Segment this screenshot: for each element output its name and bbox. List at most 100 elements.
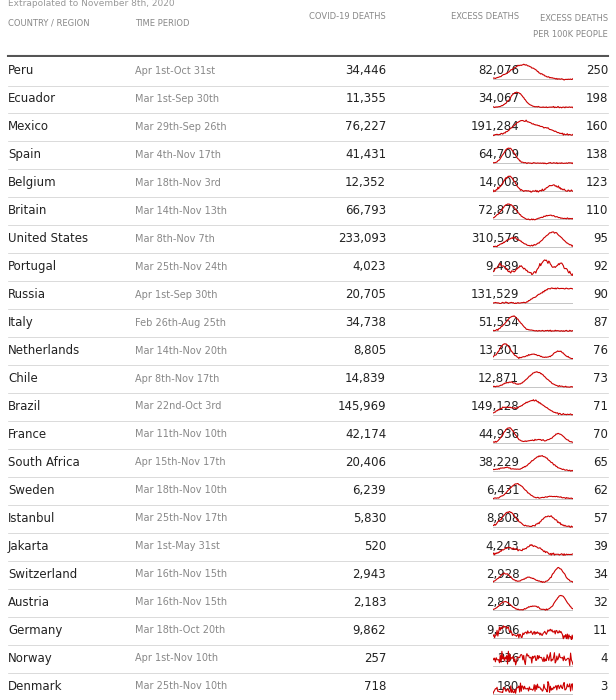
Text: 14,008: 14,008 xyxy=(479,176,519,189)
Text: 73: 73 xyxy=(593,372,608,385)
Text: Netherlands: Netherlands xyxy=(8,344,80,357)
Text: Mar 1st-May 31st: Mar 1st-May 31st xyxy=(135,541,220,551)
Text: 11,355: 11,355 xyxy=(346,92,386,106)
Text: PER 100K PEOPLE: PER 100K PEOPLE xyxy=(533,30,608,39)
Text: Peru: Peru xyxy=(8,64,34,78)
Text: 123: 123 xyxy=(586,176,608,189)
Text: Ecuador: Ecuador xyxy=(8,92,56,106)
Text: Russia: Russia xyxy=(8,288,46,301)
Text: Chile: Chile xyxy=(8,372,38,385)
Text: 90: 90 xyxy=(593,288,608,301)
Text: Belgium: Belgium xyxy=(8,176,57,189)
Text: Istanbul: Istanbul xyxy=(8,512,55,525)
Text: Apr 15th-Nov 17th: Apr 15th-Nov 17th xyxy=(135,457,225,468)
Text: 42,174: 42,174 xyxy=(345,428,386,441)
Text: Mar 4th-Nov 17th: Mar 4th-Nov 17th xyxy=(135,150,221,160)
Text: 44,936: 44,936 xyxy=(478,428,519,441)
Text: Mexico: Mexico xyxy=(8,120,49,134)
Text: Mar 16th-Nov 15th: Mar 16th-Nov 15th xyxy=(135,597,227,607)
Text: Mar 25th-Nov 17th: Mar 25th-Nov 17th xyxy=(135,513,227,524)
Text: 11: 11 xyxy=(593,624,608,636)
Text: United States: United States xyxy=(8,232,88,245)
Text: Mar 18th-Nov 10th: Mar 18th-Nov 10th xyxy=(135,485,227,496)
Text: 66,793: 66,793 xyxy=(345,204,386,217)
Text: 92: 92 xyxy=(593,260,608,273)
Text: 9,862: 9,862 xyxy=(352,624,386,636)
Text: 95: 95 xyxy=(593,232,608,245)
Text: 180: 180 xyxy=(497,680,519,692)
Text: COVID-19 DEATHS: COVID-19 DEATHS xyxy=(309,12,386,21)
Text: 2,928: 2,928 xyxy=(485,568,519,581)
Text: Mar 1st-Sep 30th: Mar 1st-Sep 30th xyxy=(135,94,219,104)
Text: Mar 14th-Nov 13th: Mar 14th-Nov 13th xyxy=(135,206,227,216)
Text: 138: 138 xyxy=(586,148,608,161)
Text: 72,878: 72,878 xyxy=(478,204,519,217)
Text: 38,229: 38,229 xyxy=(478,456,519,469)
Text: Apr 1st-Sep 30th: Apr 1st-Sep 30th xyxy=(135,290,217,300)
Text: Mar 29th-Sep 26th: Mar 29th-Sep 26th xyxy=(135,122,227,132)
Text: Italy: Italy xyxy=(8,316,34,329)
Text: 34,738: 34,738 xyxy=(346,316,386,329)
Text: Mar 11th-Nov 10th: Mar 11th-Nov 10th xyxy=(135,429,227,440)
Text: 2,810: 2,810 xyxy=(486,596,519,609)
Text: COUNTRY / REGION: COUNTRY / REGION xyxy=(8,19,89,28)
Text: Mar 18th-Nov 3rd: Mar 18th-Nov 3rd xyxy=(135,178,221,188)
Text: 198: 198 xyxy=(586,92,608,106)
Text: 34: 34 xyxy=(593,568,608,581)
Text: 39: 39 xyxy=(593,540,608,553)
Text: 20,705: 20,705 xyxy=(346,288,386,301)
Text: South Africa: South Africa xyxy=(8,456,79,469)
Text: 76,227: 76,227 xyxy=(345,120,386,134)
Text: 8,805: 8,805 xyxy=(353,344,386,357)
Text: Austria: Austria xyxy=(8,596,50,609)
Text: Apr 8th-Nov 17th: Apr 8th-Nov 17th xyxy=(135,374,219,384)
Text: 41,431: 41,431 xyxy=(345,148,386,161)
Text: 65: 65 xyxy=(593,456,608,469)
Text: Sweden: Sweden xyxy=(8,484,54,497)
Text: 145,969: 145,969 xyxy=(338,400,386,413)
Text: 257: 257 xyxy=(364,652,386,664)
Text: Norway: Norway xyxy=(8,652,53,664)
Text: 9,489: 9,489 xyxy=(485,260,519,273)
Text: Spain: Spain xyxy=(8,148,41,161)
Text: 718: 718 xyxy=(364,680,386,692)
Text: 87: 87 xyxy=(593,316,608,329)
Text: 5,830: 5,830 xyxy=(353,512,386,525)
Text: 34,067: 34,067 xyxy=(478,92,519,106)
Text: 13,301: 13,301 xyxy=(479,344,519,357)
Text: 131,529: 131,529 xyxy=(471,288,519,301)
Text: 8,808: 8,808 xyxy=(486,512,519,525)
Text: Apr 1st-Oct 31st: Apr 1st-Oct 31st xyxy=(135,66,215,76)
Text: 82,076: 82,076 xyxy=(478,64,519,78)
Text: 9,306: 9,306 xyxy=(486,624,519,636)
Text: 160: 160 xyxy=(586,120,608,134)
Text: 149,128: 149,128 xyxy=(471,400,519,413)
Text: Britain: Britain xyxy=(8,204,47,217)
Text: 20,406: 20,406 xyxy=(345,456,386,469)
Text: 34,446: 34,446 xyxy=(345,64,386,78)
Text: Jakarta: Jakarta xyxy=(8,540,49,553)
Text: 310,576: 310,576 xyxy=(471,232,519,245)
Text: 71: 71 xyxy=(593,400,608,413)
Text: 64,709: 64,709 xyxy=(478,148,519,161)
Text: 12,352: 12,352 xyxy=(345,176,386,189)
Text: 70: 70 xyxy=(593,428,608,441)
Text: France: France xyxy=(8,428,47,441)
Text: Extrapolated to November 8th, 2020: Extrapolated to November 8th, 2020 xyxy=(8,0,174,8)
Text: TIME PERIOD: TIME PERIOD xyxy=(135,19,190,28)
Text: EXCESS DEATHS: EXCESS DEATHS xyxy=(451,12,519,21)
Text: Mar 14th-Nov 20th: Mar 14th-Nov 20th xyxy=(135,346,227,356)
Text: 520: 520 xyxy=(364,540,386,553)
Text: 2,183: 2,183 xyxy=(353,596,386,609)
Text: 76: 76 xyxy=(593,344,608,357)
Text: Portugal: Portugal xyxy=(8,260,57,273)
Text: Switzerland: Switzerland xyxy=(8,568,77,581)
Text: 32: 32 xyxy=(593,596,608,609)
Text: 3: 3 xyxy=(601,680,608,692)
Text: 6,239: 6,239 xyxy=(352,484,386,497)
Text: 57: 57 xyxy=(593,512,608,525)
Text: 14,839: 14,839 xyxy=(345,372,386,385)
Text: Mar 22nd-Oct 3rd: Mar 22nd-Oct 3rd xyxy=(135,402,221,412)
Text: Denmark: Denmark xyxy=(8,680,62,692)
Text: Mar 25th-Nov 10th: Mar 25th-Nov 10th xyxy=(135,681,227,691)
